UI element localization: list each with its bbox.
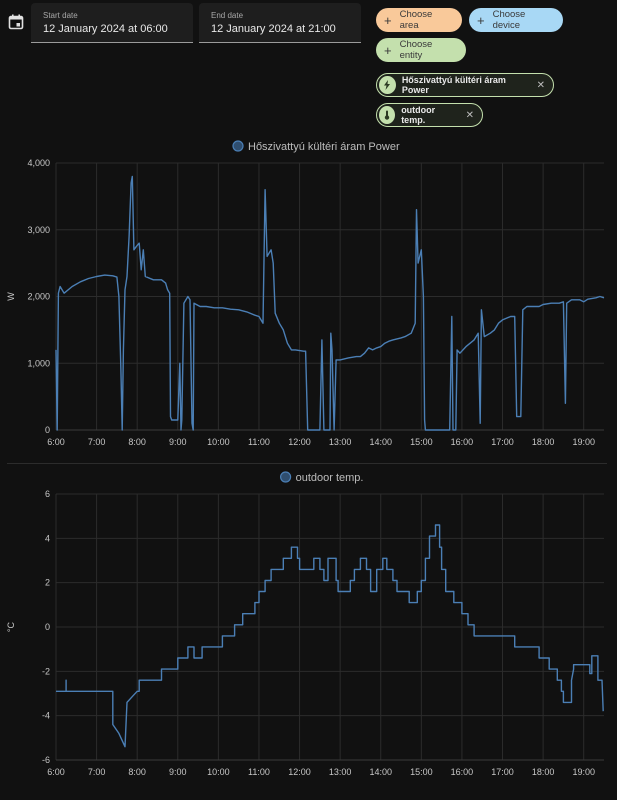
y-tick-label: 4,000 xyxy=(27,158,50,168)
choose-entity-label: Choose entity xyxy=(399,39,433,61)
x-tick-label: 8:00 xyxy=(128,437,146,447)
plus-icon: + xyxy=(384,42,392,58)
x-tick-label: 13:00 xyxy=(329,437,352,447)
x-tick-label: 16:00 xyxy=(451,437,474,447)
plus-icon: + xyxy=(384,12,392,28)
x-tick-label: 18:00 xyxy=(532,767,555,777)
x-tick-label: 6:00 xyxy=(47,767,65,777)
start-date-value: 12 January 2024 at 06:00 xyxy=(43,23,168,35)
x-tick-label: 17:00 xyxy=(491,437,514,447)
start-date-label: Start date xyxy=(43,11,78,20)
y-tick-label: 4 xyxy=(45,533,50,543)
x-tick-label: 19:00 xyxy=(572,767,595,777)
y-tick-label: 0 xyxy=(45,622,50,632)
legend-marker xyxy=(232,140,244,152)
x-tick-label: 9:00 xyxy=(169,767,187,777)
x-tick-label: 11:00 xyxy=(248,767,270,777)
legend-marker xyxy=(280,471,292,483)
x-tick-label: 16:00 xyxy=(451,767,474,777)
choose-area-button[interactable]: + Choose area xyxy=(376,8,462,32)
x-tick-label: 6:00 xyxy=(47,437,65,447)
x-tick-label: 10:00 xyxy=(207,437,230,447)
y-axis-label: W xyxy=(6,292,16,301)
choose-area-label: Choose area xyxy=(399,9,433,31)
close-icon[interactable]: ✕ xyxy=(536,79,545,91)
x-tick-label: 15:00 xyxy=(410,437,433,447)
selected-entity-label: outdoor temp. xyxy=(401,105,436,125)
y-tick-label: -4 xyxy=(42,711,50,721)
y-tick-label: 0 xyxy=(45,425,50,435)
start-date-field[interactable]: Start date 12 January 2024 at 06:00 xyxy=(31,3,193,43)
y-axis-label: °C xyxy=(6,621,16,632)
y-tick-label: 6 xyxy=(45,489,50,499)
y-tick-label: 1,000 xyxy=(27,358,50,368)
plus-icon: + xyxy=(477,12,485,28)
temperature-chart: outdoor temp. -6 -4 -2 0 2 4 6 6:00 7:00 8:00 9:00 1… xyxy=(6,471,604,777)
x-tick-label: 14:00 xyxy=(369,767,392,777)
legend-label: outdoor temp. xyxy=(296,472,364,484)
thermometer-icon xyxy=(379,106,396,124)
end-date-label: End date xyxy=(211,11,244,20)
y-tick-label: 2 xyxy=(45,578,50,588)
y-tick-label: 3,000 xyxy=(27,225,50,235)
x-tick-label: 12:00 xyxy=(288,767,311,777)
power-chart: Hőszivattyú kültéri áram Power 0 1,000 2,00… xyxy=(6,140,605,447)
x-tick-label: 19:00 xyxy=(572,437,595,447)
legend-label: Hőszivattyú kültéri áram Power xyxy=(248,141,400,153)
choose-entity-button[interactable]: + Choose entity xyxy=(376,38,466,62)
end-date-value: 12 January 2024 at 21:00 xyxy=(211,23,336,35)
series-line xyxy=(55,175,605,431)
x-tick-label: 10:00 xyxy=(207,767,230,777)
y-tick-label: -6 xyxy=(42,755,50,765)
choose-device-label: Choose device xyxy=(492,9,526,31)
x-tick-label: 15:00 xyxy=(410,767,433,777)
end-date-field[interactable]: End date 12 January 2024 at 21:00 xyxy=(199,3,361,43)
x-tick-label: 11:00 xyxy=(248,437,270,447)
x-tick-label: 7:00 xyxy=(88,437,106,447)
x-tick-label: 13:00 xyxy=(329,767,352,777)
x-tick-label: 14:00 xyxy=(369,437,392,447)
x-tick-label: 17:00 xyxy=(491,767,514,777)
x-tick-label: 8:00 xyxy=(128,767,146,777)
y-tick-label: -2 xyxy=(42,666,50,676)
chart-divider xyxy=(7,463,607,464)
selected-entity-power[interactable]: Hőszivattyú kültéri áram Power ✕ xyxy=(376,73,554,97)
y-tick-label: 2,000 xyxy=(27,292,50,302)
series-line xyxy=(56,524,604,748)
lightning-icon xyxy=(379,76,396,94)
calendar-icon[interactable] xyxy=(8,14,24,30)
x-tick-label: 7:00 xyxy=(88,767,106,777)
selected-entity-temp[interactable]: outdoor temp. ✕ xyxy=(376,103,483,127)
selected-entity-label: Hőszivattyú kültéri áram Power xyxy=(401,75,506,95)
choose-device-button[interactable]: + Choose device xyxy=(469,8,563,32)
x-tick-label: 12:00 xyxy=(288,437,311,447)
close-icon[interactable]: ✕ xyxy=(465,109,474,121)
x-tick-label: 9:00 xyxy=(169,437,187,447)
x-tick-label: 18:00 xyxy=(532,437,555,447)
